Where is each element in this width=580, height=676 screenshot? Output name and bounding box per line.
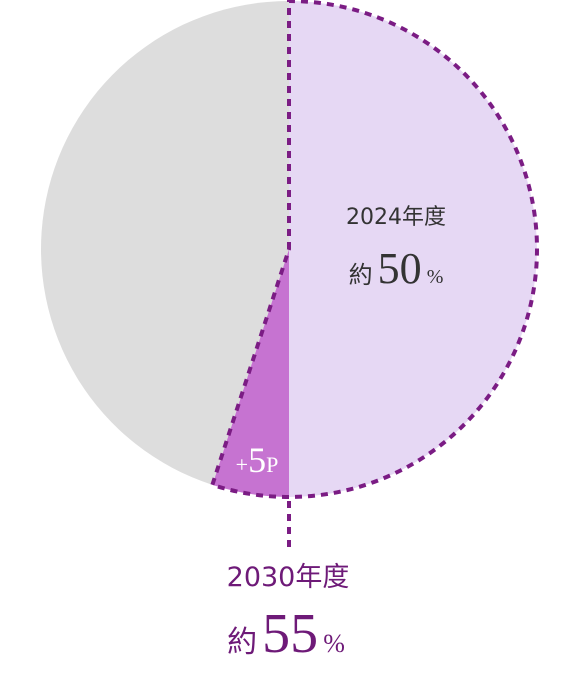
label-increase: +5P bbox=[236, 440, 279, 480]
label-2030-value: 55 bbox=[262, 603, 318, 665]
label-2030-year: 2030年度 bbox=[227, 562, 350, 593]
label-2024-prefix: 約 bbox=[349, 261, 373, 289]
label-2024-unit: % bbox=[427, 266, 444, 288]
2030-outline-dashed bbox=[209, 0, 539, 499]
label-2030-prefix: 約 bbox=[227, 625, 257, 660]
label-2024-year: 2024年度 bbox=[346, 205, 446, 230]
pie-slice-3 bbox=[41, 1, 289, 485]
label-2030-unit: % bbox=[323, 629, 345, 658]
label-2030-value-group: 約 55 % bbox=[227, 603, 345, 665]
label-2024-value-group: 約 50 % bbox=[349, 244, 444, 293]
pie-slices bbox=[41, 1, 537, 497]
label-2024-value: 50 bbox=[378, 244, 422, 293]
pie-slice-1 bbox=[289, 1, 537, 497]
